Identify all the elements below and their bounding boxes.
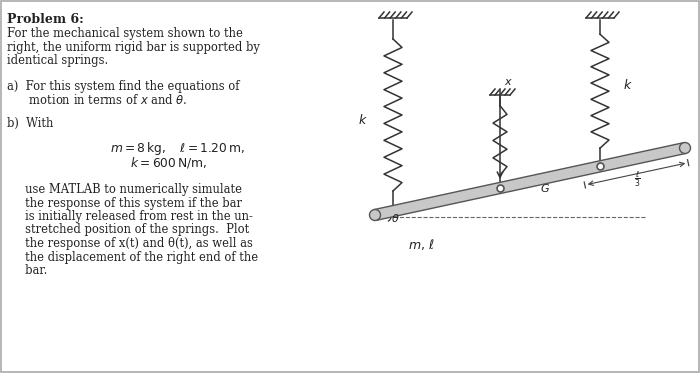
Text: $k$: $k$ <box>358 113 368 127</box>
Text: the response of x(t) and θ(t), as well as: the response of x(t) and θ(t), as well a… <box>7 237 253 250</box>
Text: motion in terms of $x$ and $\theta$.: motion in terms of $x$ and $\theta$. <box>7 94 188 107</box>
Circle shape <box>680 142 690 154</box>
Text: $x$: $x$ <box>504 77 513 87</box>
Text: $k$: $k$ <box>623 78 633 92</box>
Text: a)  For this system find the equations of: a) For this system find the equations of <box>7 80 239 93</box>
Text: the response of this system if the bar: the response of this system if the bar <box>7 197 242 210</box>
Text: the displacement of the right end of the: the displacement of the right end of the <box>7 251 258 263</box>
Text: bar.: bar. <box>7 264 48 277</box>
Text: $m = 8\,\mathrm{kg},\quad \ell = 1.20\,\mathrm{m},$: $m = 8\,\mathrm{kg},\quad \ell = 1.20\,\… <box>110 140 245 157</box>
Text: $k = 600\,\mathrm{N/m},$: $k = 600\,\mathrm{N/m},$ <box>130 156 207 170</box>
Text: is initially released from rest in the un-: is initially released from rest in the u… <box>7 210 253 223</box>
Circle shape <box>370 210 381 220</box>
Text: identical springs.: identical springs. <box>7 54 108 67</box>
Text: Problem 6:: Problem 6: <box>7 13 84 26</box>
Text: For the mechanical system shown to the: For the mechanical system shown to the <box>7 27 243 40</box>
Text: b)  With: b) With <box>7 117 53 130</box>
Text: use MATLAB to numerically simulate: use MATLAB to numerically simulate <box>7 183 242 196</box>
Text: $m,\,\ell$: $m,\,\ell$ <box>408 237 435 252</box>
Polygon shape <box>374 142 686 220</box>
Text: $G$: $G$ <box>540 182 550 194</box>
Text: stretched position of the springs.  Plot: stretched position of the springs. Plot <box>7 223 249 236</box>
Text: $\frac{\ell}{3}$: $\frac{\ell}{3}$ <box>634 170 641 189</box>
Text: $\theta$: $\theta$ <box>391 212 400 224</box>
Text: right, the uniform rigid bar is supported by: right, the uniform rigid bar is supporte… <box>7 41 260 53</box>
